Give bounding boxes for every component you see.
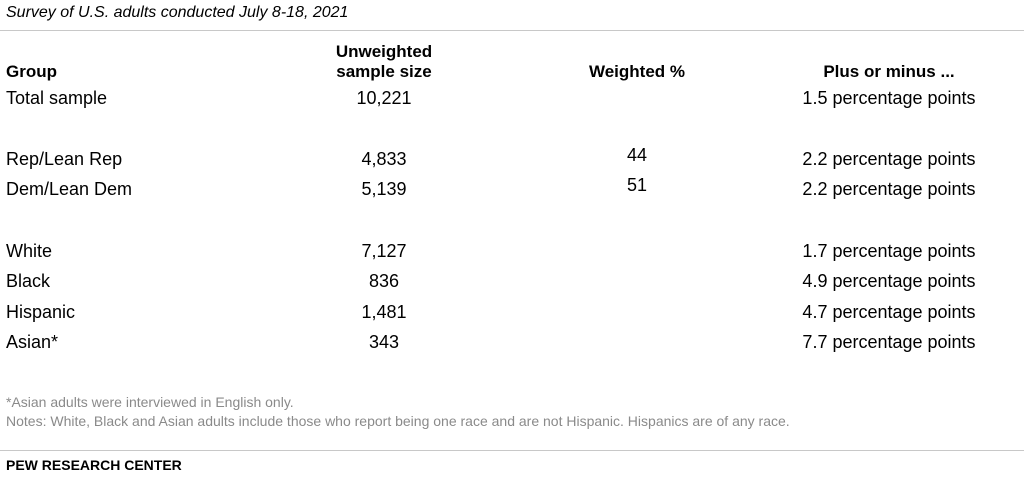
group-cell: Rep/Lean Rep [6,149,123,169]
table-row-rep: Rep/Lean Rep 4,833 44 2.2 percentage poi… [0,145,1024,170]
header-sample-line1: Unweighted [335,42,433,61]
sample-size-cell: 1,481 [361,302,407,322]
header-margin-of-error: Plus or minus ... [823,62,955,81]
table-row-asian: Asian* 343 7.7 percentage points [0,331,1024,353]
table-row-hispanic: Hispanic 1,481 4.7 percentage points [0,301,1024,323]
header-sample-line2: sample size [336,62,432,81]
bottom-divider [0,450,1024,451]
table-row-total: Total sample 10,221 1.5 percentage point… [0,87,1024,109]
margin-of-error-cell: 4.7 percentage points [802,302,976,322]
top-divider [0,30,1024,31]
margin-of-error-cell: 1.5 percentage points [802,88,976,108]
sample-size-cell: 7,127 [361,241,407,261]
sample-size-cell: 10,221 [356,88,412,108]
footnote: *Asian adults were interviewed in Englis… [6,394,294,410]
margin-of-error-cell: 4.9 percentage points [802,271,976,291]
margin-of-error-cell: 7.7 percentage points [802,332,976,352]
weighted-cell: 44 [626,145,648,165]
sample-size-cell: 5,139 [361,179,407,199]
notes: Notes: White, Black and Asian adults inc… [6,413,790,429]
margin-of-error-cell: 1.7 percentage points [802,241,976,261]
sample-size-cell: 4,833 [361,149,407,169]
header-group: Group [6,62,57,81]
group-cell: Black [6,271,51,291]
margin-of-error-cell: 2.2 percentage points [802,149,976,169]
group-cell: Dem/Lean Dem [6,179,133,199]
sample-size-cell: 343 [368,332,400,352]
margin-of-error-cell: 2.2 percentage points [802,179,976,199]
source-label: PEW RESEARCH CENTER [6,457,182,473]
group-cell: Asian* [6,332,59,352]
table-row-white: White 7,127 1.7 percentage points [0,240,1024,262]
group-cell: Hispanic [6,302,76,322]
weighted-cell: 51 [626,175,648,195]
table-row-black: Black 836 4.9 percentage points [0,270,1024,292]
sample-size-cell: 836 [368,271,400,291]
table-row-dem: Dem/Lean Dem 5,139 51 2.2 percentage poi… [0,175,1024,200]
header-sample-size: Unweighted sample size [336,42,432,82]
group-cell: Total sample [6,88,108,108]
survey-subtitle: Survey of U.S. adults conducted July 8-1… [6,4,349,21]
group-cell: White [6,241,53,261]
header-weighted: Weighted % [588,62,686,81]
